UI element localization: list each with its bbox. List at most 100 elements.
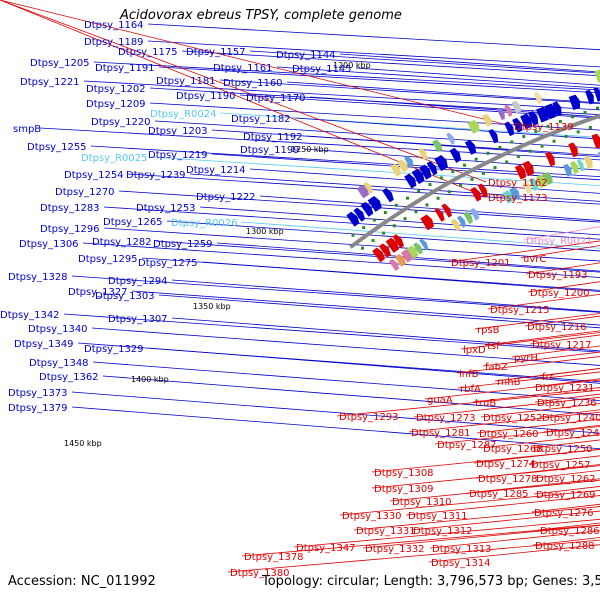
- gene-label: Dtpsy_1216: [527, 322, 587, 333]
- gene-label: Dtpsy_1175: [118, 47, 178, 58]
- gene-label: Dtpsy_1145: [292, 64, 352, 75]
- scale-tick-mark: [564, 134, 568, 138]
- inner-feature-track: [372, 133, 600, 272]
- gene-label: Dtpsy_1219: [148, 150, 208, 161]
- reverse-cog-block: [450, 218, 461, 232]
- gene-label: Dtpsy_1231: [535, 383, 595, 394]
- scale-tick-label: 1300 kbp: [246, 227, 284, 236]
- label-connector: [147, 347, 600, 384]
- forward-gene-arrow: [353, 207, 366, 222]
- label-connector: [158, 66, 600, 94]
- scale-tick-mark: [462, 163, 466, 167]
- scale-tick-mark: [583, 110, 587, 114]
- gene-label: Dtpsy_1273: [416, 413, 476, 424]
- scale-tick-label: 1400 kbp: [131, 375, 169, 384]
- forward-cog-block: [404, 155, 414, 169]
- gene-label: Dtpsy_1362: [39, 372, 99, 383]
- gene-label: Dtpsy_1199: [240, 145, 300, 156]
- gene-label: Dtpsy_1193: [528, 270, 588, 281]
- scale-tick-mark: [459, 183, 463, 187]
- label-connector: [90, 145, 600, 178]
- rna-gene-label: Dtpsy_R0024: [150, 109, 217, 120]
- reverse-cog-block: [406, 245, 419, 259]
- scale-tick-mark: [552, 139, 556, 143]
- reverse-cog-block: [394, 253, 407, 267]
- label-connector: [424, 379, 600, 400]
- gene-label: Dtpsy_1192: [243, 132, 303, 143]
- gene-label: fabZ: [485, 362, 508, 373]
- reverse-gene-arrow: [441, 203, 452, 218]
- label-connector: [410, 510, 600, 531]
- forward-gene-arrow: [382, 188, 394, 203]
- label-connector: [339, 490, 600, 516]
- label-connector: [219, 79, 600, 105]
- reverse-gene-arrow: [372, 247, 385, 263]
- label-connector: [91, 327, 600, 366]
- reverse-cog-block: [583, 155, 593, 169]
- rna-gene-label: Dtpsy_R0021: [526, 236, 593, 247]
- reverse-gene-arrow: [420, 214, 435, 231]
- reverse-gene-arrow: [514, 164, 527, 180]
- label-connector: [158, 294, 600, 329]
- forward-gene-arrow: [464, 139, 477, 155]
- scale-tick-mark: [516, 155, 520, 159]
- accession-value: NC_011992: [80, 574, 156, 589]
- gene-label: truB: [475, 398, 496, 409]
- gene-label: Dtpsy_1220: [91, 117, 151, 128]
- reverse-cog-block: [522, 181, 532, 195]
- label-connector: [82, 242, 600, 278]
- gene-label: Dtpsy_1296: [40, 224, 100, 235]
- forward-gene-arrow: [411, 168, 425, 185]
- gene-label: Dtpsy_1200: [530, 288, 590, 299]
- reverse-gene-arrow: [522, 160, 535, 177]
- length-label: Length:: [383, 574, 433, 589]
- scale-tick-mark: [528, 149, 532, 153]
- label-connector: [118, 190, 600, 223]
- gene-label: Dtpsy_1270: [55, 187, 115, 198]
- gene-label: Dtpsy_1276: [534, 508, 594, 519]
- label-connector: [171, 317, 600, 352]
- forward-gene-arrow: [568, 94, 581, 111]
- forward-gene-arrow: [536, 106, 549, 123]
- scale-tick-mark: [414, 210, 418, 214]
- gene-label: Dtpsy_1209: [86, 99, 146, 110]
- gene-label: Dtpsy_1312: [413, 526, 473, 537]
- label-connector: [220, 112, 600, 138]
- label-connector: [371, 449, 600, 473]
- label-connector: [339, 53, 600, 73]
- label-connector: [103, 206, 600, 240]
- gene-label: uvrC: [523, 254, 546, 265]
- scale-tick-mark: [588, 126, 592, 130]
- forward-gene-arrow: [419, 164, 432, 180]
- scale-tick-mark: [510, 140, 514, 144]
- label-connector: [241, 221, 600, 249]
- gene-label: rnhB: [497, 377, 521, 388]
- gene-label: Dtpsy_1190: [176, 91, 236, 102]
- gene-label: Dtpsy_1283: [40, 203, 100, 214]
- forward-gene-arrow: [528, 110, 539, 126]
- gene-label: Dtpsy_1161: [213, 63, 273, 74]
- label-connector: [77, 342, 600, 383]
- label-connector: [294, 117, 600, 140]
- gene-label: Dtpsy_1275: [138, 258, 198, 269]
- reverse-gene-arrow: [385, 237, 400, 253]
- label-connector: [39, 127, 600, 161]
- scale-tick-mark: [540, 144, 544, 148]
- label-connector: [448, 240, 600, 263]
- gene-label: Dtpsy_1288: [535, 541, 595, 552]
- scale-tick-label: 1350 kbp: [193, 302, 231, 311]
- reverse-gene-arrow: [591, 133, 600, 149]
- gene-label: tsf: [487, 341, 500, 352]
- gene-label: Dtpsy_1268: [483, 444, 543, 455]
- scale-tick-mark: [394, 203, 398, 207]
- label-connector: [306, 135, 600, 158]
- label-connector: [131, 290, 600, 326]
- forward-gene-arrow: [520, 113, 533, 130]
- scale-tick-mark: [428, 182, 432, 186]
- label-connector: [181, 50, 600, 77]
- forward-cog-block: [511, 100, 521, 114]
- scale-tick-marks: [351, 106, 599, 250]
- scale-tick-mark: [546, 124, 550, 128]
- gene-label: Dtpsy_1303: [95, 291, 155, 302]
- forward-gene-arrow: [488, 128, 499, 144]
